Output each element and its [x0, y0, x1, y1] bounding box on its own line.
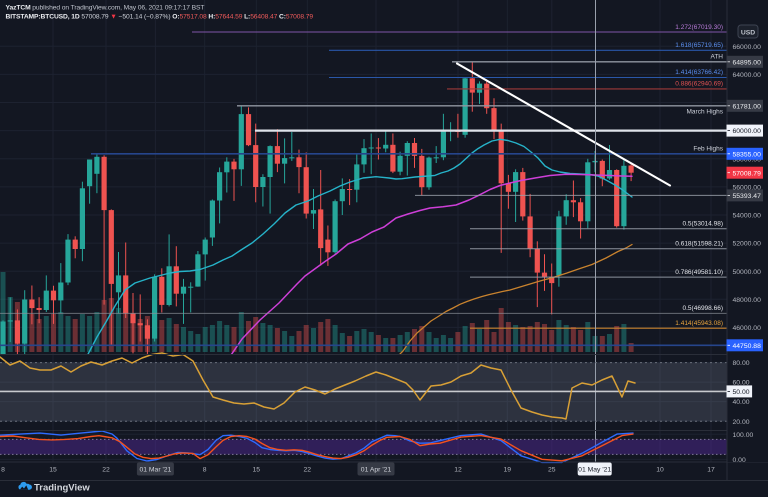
svg-text:1.618(65719.65): 1.618(65719.65) [675, 42, 723, 49]
svg-text:25: 25 [548, 467, 556, 474]
svg-text:Feb Highs: Feb Highs [693, 146, 723, 153]
svg-text:01 May '21: 01 May '21 [578, 467, 611, 474]
svg-text:66000.00: 66000.00 [733, 44, 762, 51]
svg-text:10: 10 [656, 467, 664, 474]
svg-text:0.00: 0.00 [733, 457, 746, 464]
svg-text:15: 15 [49, 467, 57, 474]
svg-text:22: 22 [304, 467, 312, 474]
svg-text:12: 12 [454, 467, 462, 474]
svg-text:60.00: 60.00 [733, 380, 750, 387]
svg-text:58355.00: 58355.00 [733, 151, 762, 158]
svg-text:1.272(67019.30): 1.272(67019.30) [675, 24, 723, 31]
svg-text:0.886(62940.69): 0.886(62940.69) [675, 81, 723, 88]
svg-text:54000.00: 54000.00 [733, 213, 762, 220]
svg-text:0.5(53014.98): 0.5(53014.98) [683, 221, 723, 228]
svg-text:52000.00: 52000.00 [733, 241, 762, 248]
svg-text:55393.47: 55393.47 [733, 193, 762, 200]
svg-text:1.414(63766.42): 1.414(63766.42) [675, 69, 723, 76]
svg-text:56000.00: 56000.00 [733, 185, 762, 192]
svg-text:TradingView: TradingView [34, 483, 90, 494]
svg-text:50000.00: 50000.00 [733, 269, 762, 276]
svg-text:8: 8 [1, 467, 5, 474]
svg-text:48000.00: 48000.00 [733, 297, 762, 304]
svg-text:19: 19 [504, 467, 512, 474]
svg-text:46000.00: 46000.00 [733, 325, 762, 332]
svg-text:50.00: 50.00 [733, 389, 750, 396]
svg-text:0.5(46998.66): 0.5(46998.66) [683, 305, 723, 312]
svg-text:BITSTAMP:BTCUSD, 1D 57008.79 ▼: BITSTAMP:BTCUSD, 1D 57008.79 ▼ −501.14 (… [6, 14, 314, 21]
svg-text:80.00: 80.00 [733, 360, 750, 367]
svg-text:15: 15 [253, 467, 261, 474]
svg-text:22: 22 [102, 467, 110, 474]
svg-text:USD: USD [741, 30, 755, 37]
svg-text:1.414(45943.08): 1.414(45943.08) [675, 320, 723, 327]
svg-text:01 Mar '21: 01 Mar '21 [139, 467, 171, 474]
svg-text:20.00: 20.00 [733, 419, 750, 426]
svg-text:01 Apr '21: 01 Apr '21 [361, 467, 392, 474]
svg-text:100.00: 100.00 [733, 432, 754, 439]
svg-text:61781.00: 61781.00 [733, 103, 762, 110]
svg-text:44750.88: 44750.88 [733, 343, 762, 350]
svg-text:64895.00: 64895.00 [733, 59, 762, 66]
svg-text:40.00: 40.00 [733, 399, 750, 406]
svg-text:0.618(51598.21): 0.618(51598.21) [675, 241, 723, 248]
svg-text:March Highs: March Highs [687, 109, 724, 116]
svg-text:60000.00: 60000.00 [733, 128, 762, 135]
svg-text:57008.79: 57008.79 [733, 170, 762, 177]
svg-text:17: 17 [707, 467, 715, 474]
svg-text:8: 8 [203, 467, 207, 474]
svg-text:ATH: ATH [710, 54, 723, 61]
svg-text:64000.00: 64000.00 [733, 72, 762, 79]
svg-text:YazTCM published on TradingVie: YazTCM published on TradingView.com, May… [6, 4, 205, 11]
svg-text:0.786(49581.10): 0.786(49581.10) [675, 269, 723, 276]
